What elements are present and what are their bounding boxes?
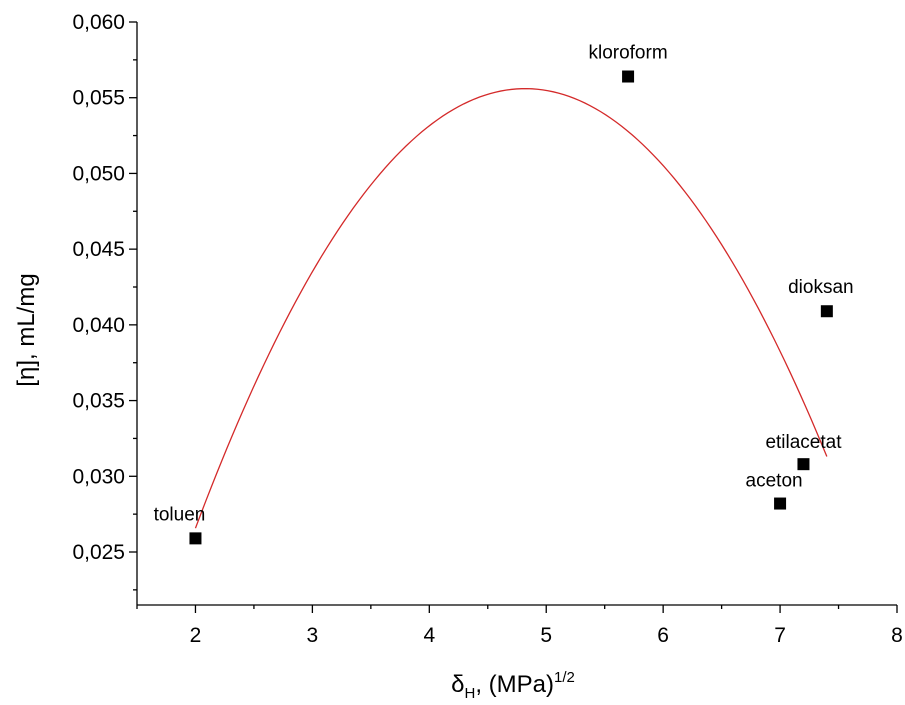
- y-tick-label: 0,030: [72, 465, 125, 488]
- axes: [136, 22, 897, 606]
- y-axis-title: [η], mL/mg: [13, 273, 40, 386]
- data-label-kloroform: kloroform: [588, 43, 667, 64]
- x-tick-label: 7: [774, 624, 786, 647]
- y-tick-label: 0,045: [72, 238, 125, 261]
- data-points: [189, 70, 833, 545]
- y-tick-label: 0,050: [72, 162, 125, 185]
- x-tick-label: 3: [307, 624, 319, 647]
- data-point-dioksan: [820, 305, 833, 318]
- data-point-labels: toluen kloroform dioksan etilacetat aceton: [154, 43, 854, 526]
- x-tick-label: 2: [190, 624, 202, 647]
- y-tick-label: 0,040: [72, 314, 125, 337]
- data-label-aceton: aceton: [746, 471, 803, 492]
- data-point-kloroform: [622, 70, 635, 83]
- y-tick-label: 0,055: [72, 87, 125, 110]
- data-point-aceton: [774, 497, 787, 510]
- x-tick-label: 4: [423, 624, 435, 647]
- x-axis-title: δH, (MPa)1/2: [451, 669, 575, 702]
- data-label-toluen: toluen: [154, 504, 206, 525]
- data-label-dioksan: dioksan: [788, 277, 854, 298]
- y-tick-label: 0,025: [72, 541, 125, 564]
- data-point-toluen: [189, 532, 202, 545]
- x-tick-label: 8: [891, 624, 903, 647]
- fit-curve: [194, 87, 828, 529]
- x-tick-label: 5: [540, 624, 552, 647]
- x-axis-ticks: 2 3 4 5 6 7 8: [136, 605, 903, 647]
- data-label-etilacetat: etilacetat: [765, 432, 842, 453]
- y-axis-ticks: 0,025 0,030 0,035 0,040 0,045 0,050 0,055 0,060: [72, 11, 137, 591]
- x-tick-label: 6: [657, 624, 669, 647]
- y-tick-label: 0,060: [72, 11, 125, 34]
- y-tick-label: 0,035: [72, 390, 125, 413]
- data-point-etilacetat: [797, 458, 810, 471]
